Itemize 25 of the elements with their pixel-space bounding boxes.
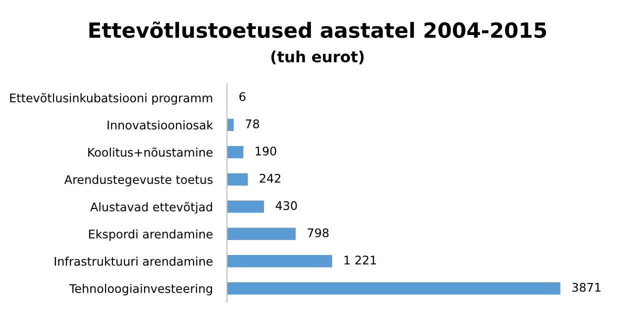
bar <box>227 228 296 240</box>
bar <box>227 282 560 295</box>
data-label: 242 <box>260 174 280 183</box>
y-tick-label: Innovatsiooniosak <box>108 120 214 130</box>
y-tick-label: Infrastruktuuri arendamine <box>54 256 212 266</box>
y-tick-label: Koolitus+nõustamine <box>88 147 212 157</box>
y-tick-label: Tehnoloogiainvesteering <box>69 284 212 296</box>
chart-title: Ettevõtlustoetused aastatel 2004-2015 <box>89 22 546 38</box>
data-label: 3871 <box>572 282 600 292</box>
bar <box>227 118 234 132</box>
bar <box>227 146 244 158</box>
data-label: 6 <box>239 92 246 102</box>
data-label: 78 <box>246 119 260 128</box>
data-label: 798 <box>308 228 329 238</box>
y-tick-label: Ettevõtlusinkubatsiooni programm <box>10 93 212 105</box>
data-label: 1 221 <box>344 256 376 264</box>
chart-subtitle: (tuh eurot) <box>271 50 364 64</box>
y-tick-label: Alustavad ettevõtjad <box>90 202 212 214</box>
bar <box>227 254 332 268</box>
bar <box>227 200 264 213</box>
y-tick-label: Ekspordi arendamine <box>89 229 212 241</box>
data-label: 190 <box>256 146 276 156</box>
bar <box>227 173 248 186</box>
data-label: 430 <box>276 201 297 210</box>
y-tick-label: Arendustegevuste toetus <box>64 174 213 186</box>
